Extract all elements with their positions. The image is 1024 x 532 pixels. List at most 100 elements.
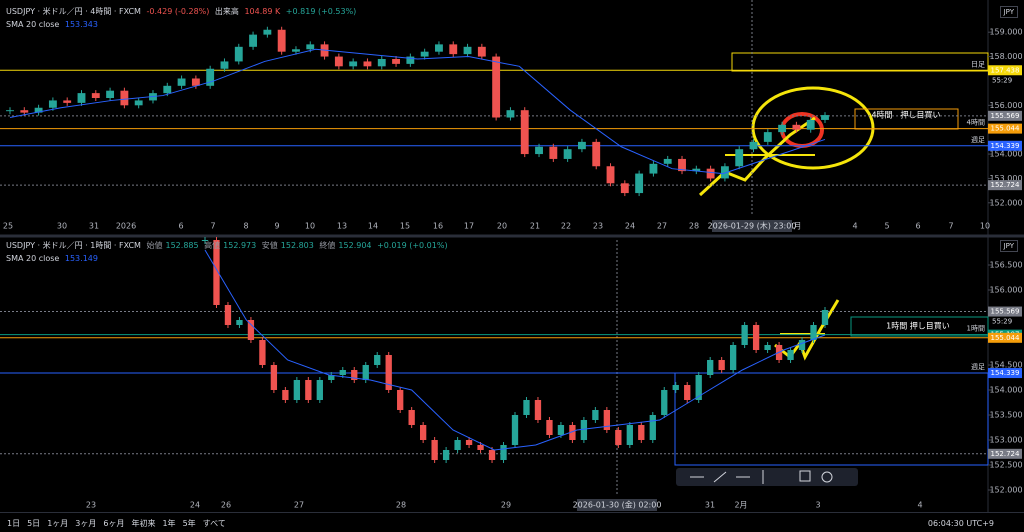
candle [792, 124, 801, 130]
candle [120, 90, 129, 106]
candle [707, 360, 714, 375]
price-tag [988, 123, 1022, 134]
x-tick-label: 4 [917, 501, 922, 510]
price-tag [988, 65, 1022, 76]
level-note: 4時間 [967, 119, 985, 127]
x-tick-label: 23 [593, 222, 603, 231]
candle [431, 440, 438, 460]
range-button[interactable]: すべて [202, 518, 226, 528]
candle [821, 115, 829, 120]
candle [787, 350, 794, 360]
candle [798, 340, 806, 350]
candle [649, 415, 656, 440]
sma-label[interactable]: SMA 20 close [6, 20, 60, 29]
candle [492, 56, 501, 118]
candle [778, 124, 787, 133]
currency[interactable]: JPY [999, 6, 1018, 18]
candle [638, 425, 645, 440]
range-button[interactable]: 1ヶ月 [47, 518, 69, 528]
tool-icon[interactable] [821, 471, 833, 483]
tool-icon[interactable] [799, 470, 811, 482]
box [731, 52, 989, 72]
candle [339, 370, 346, 375]
symbol[interactable]: USDJPY · 米ドル／円 · 4時間 · FXCM [6, 7, 141, 16]
price-tag-label: 152.724 [991, 181, 1020, 189]
x-tick-label: 31 [705, 501, 715, 510]
candle [706, 168, 715, 179]
candle [6, 110, 14, 112]
drawing-toolbar [676, 468, 858, 486]
x-tick-label: 7 [210, 222, 215, 231]
y-tick-label: 156.000 [989, 286, 1022, 295]
candle [821, 310, 829, 325]
candle [663, 158, 672, 164]
price-tag-label: 155.044 [991, 125, 1020, 133]
footer: 1日 5日 1ヶ月 3ヶ月 6ヶ月 年初来 1年 5年 すべて 06:04:30 UTC+9 [0, 512, 1024, 532]
volume: 104.89 K [244, 7, 281, 16]
symbol[interactable]: USDJPY · 米ドル／円 · 1時間 · FXCM [6, 241, 141, 250]
candle [263, 29, 272, 35]
price-tag [988, 448, 1022, 459]
candle [592, 410, 599, 420]
candle [419, 425, 427, 440]
candle [292, 49, 300, 52]
candle [720, 166, 729, 179]
candle [177, 78, 186, 86]
price-tag-label: 157.438 [991, 66, 1020, 74]
level-note: 1時間 [967, 325, 985, 333]
x-tick-label: 15 [400, 222, 410, 231]
candle [535, 146, 543, 155]
candle [220, 61, 229, 69]
candle [752, 325, 760, 350]
x-tick-label: 5 [884, 222, 889, 231]
yellow-circle [751, 86, 875, 170]
candle [546, 420, 553, 435]
x-tick-label: 3 [815, 501, 820, 510]
label: 出来高 [214, 7, 239, 16]
candle [420, 51, 429, 57]
x-tick-label: 27 [294, 501, 304, 510]
range-button[interactable]: 1日 [7, 518, 21, 528]
currency[interactable]: JPY [999, 240, 1018, 252]
y-tick-label: 152.500 [989, 461, 1022, 470]
candle [506, 110, 515, 118]
price-tag [988, 110, 1022, 121]
price-tag-label: 155.569 [991, 112, 1020, 120]
price-tag-label: 154.339 [991, 142, 1020, 150]
tool-icon[interactable] [713, 471, 727, 483]
range-button[interactable]: 3ヶ月 [75, 518, 97, 528]
range-button[interactable]: 5年 [182, 518, 196, 528]
candle [247, 320, 255, 340]
candle [620, 183, 629, 194]
candle [603, 410, 611, 430]
x-tick-label: 10 [980, 222, 990, 231]
price-tag-label: 155.569 [991, 308, 1020, 316]
candle [626, 425, 633, 445]
candle [488, 450, 496, 460]
candle [449, 44, 458, 55]
countdown: 55:29 [992, 318, 1012, 326]
candle [735, 149, 744, 167]
range-button[interactable]: 6ヶ月 [103, 518, 125, 528]
sma-label[interactable]: SMA 20 close [6, 254, 60, 263]
indicator: SMA 20 close 153.343 [6, 20, 101, 29]
candle [442, 450, 450, 460]
candle [465, 440, 473, 445]
range-button[interactable]: 年初来 [131, 518, 156, 528]
x-tick-label: 13 [337, 222, 347, 231]
indicator: SMA 20 close 153.149 [6, 254, 101, 263]
range-button[interactable]: 5日 [27, 518, 41, 528]
x-tick-label: 14 [368, 222, 378, 231]
candle [511, 415, 519, 445]
cursor-time-bg [577, 499, 657, 511]
box [850, 316, 989, 337]
yellow-trend [698, 116, 816, 197]
sma-value: 153.149 [64, 254, 98, 263]
candle [592, 141, 601, 167]
candle [224, 305, 232, 325]
candle [649, 163, 658, 174]
candle [606, 166, 615, 184]
range-button[interactable]: 1年 [162, 518, 176, 528]
x-tick-label: 28 [689, 222, 699, 231]
cursor-time: 2026-01-30 (金) 02:00 [573, 500, 662, 510]
